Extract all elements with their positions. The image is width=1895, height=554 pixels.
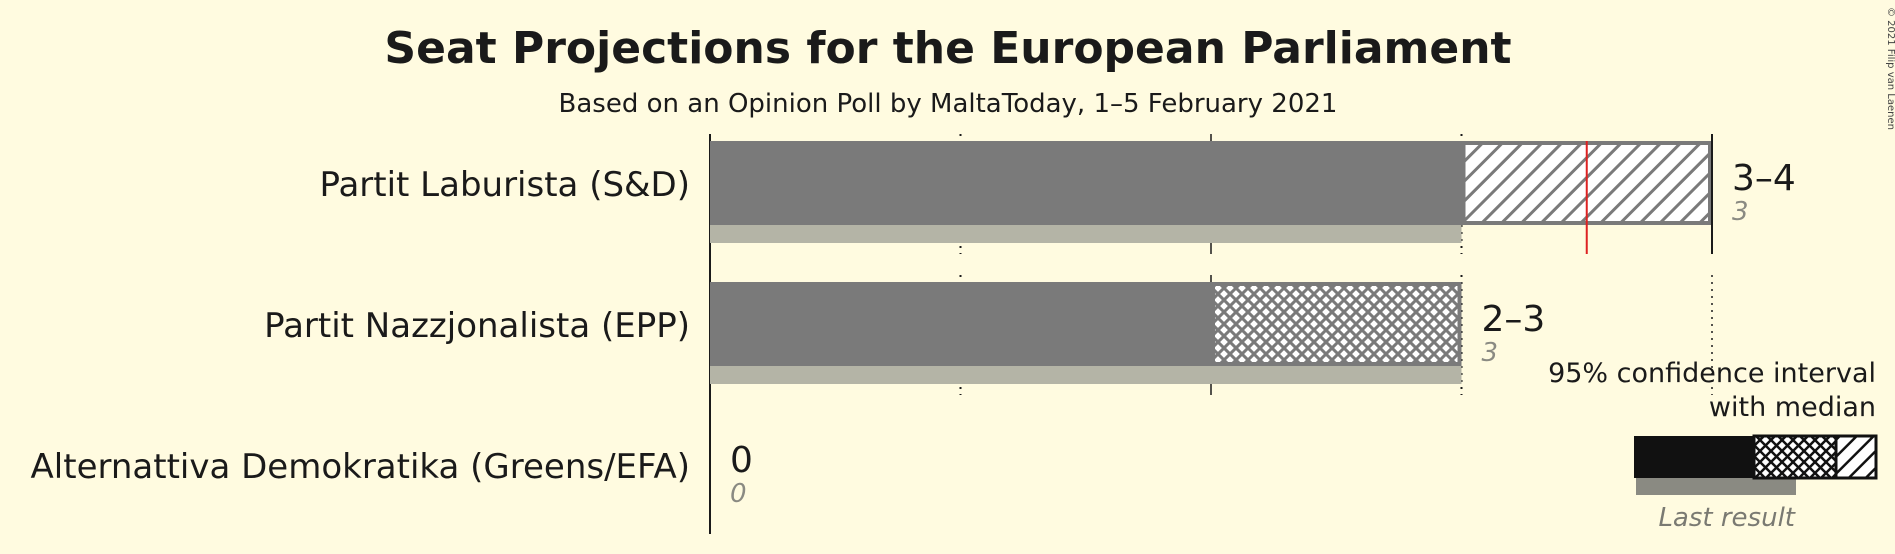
copyright-note: © 2021 Filip van Laenen: [1885, 7, 1895, 130]
range-label: 0: [730, 440, 753, 481]
legend-hatch-bar: [1834, 434, 1878, 480]
legend-crosshatch-bar: [1752, 434, 1838, 480]
party-label: Partit Nazzjonalista (EPP): [264, 306, 690, 346]
legend-last-result-bar: [1636, 475, 1796, 495]
party-label: Partit Laburista (S&D): [319, 165, 690, 205]
ci-solid-bar: [710, 282, 1211, 366]
last-result-bar: [710, 225, 1462, 243]
last-result-bar: [710, 366, 1462, 384]
legend-solid-bar: [1634, 436, 1754, 478]
chart-title: Seat Projections for the European Parlia…: [384, 23, 1511, 74]
legend: 95% confidence interval with median Last…: [1548, 358, 1878, 533]
legend-title-line2: with median: [1709, 392, 1876, 423]
party-label: Alternattiva Demokratika (Greens/EFA): [31, 447, 690, 487]
last-result-label: 3: [1732, 197, 1749, 227]
range-label: 3–4: [1732, 158, 1796, 199]
legend-title-line1: 95% confidence interval: [1548, 358, 1876, 389]
ci-solid-bar: [710, 141, 1462, 225]
last-result-label: 0: [730, 479, 747, 509]
ci-crosshatch-bar: [1211, 282, 1462, 366]
chart-subtitle: Based on an Opinion Poll by MaltaToday, …: [559, 89, 1338, 119]
last-result-label: 3: [1482, 338, 1499, 368]
range-label: 2–3: [1482, 299, 1546, 340]
legend-last-result-label: Last result: [1658, 503, 1795, 533]
